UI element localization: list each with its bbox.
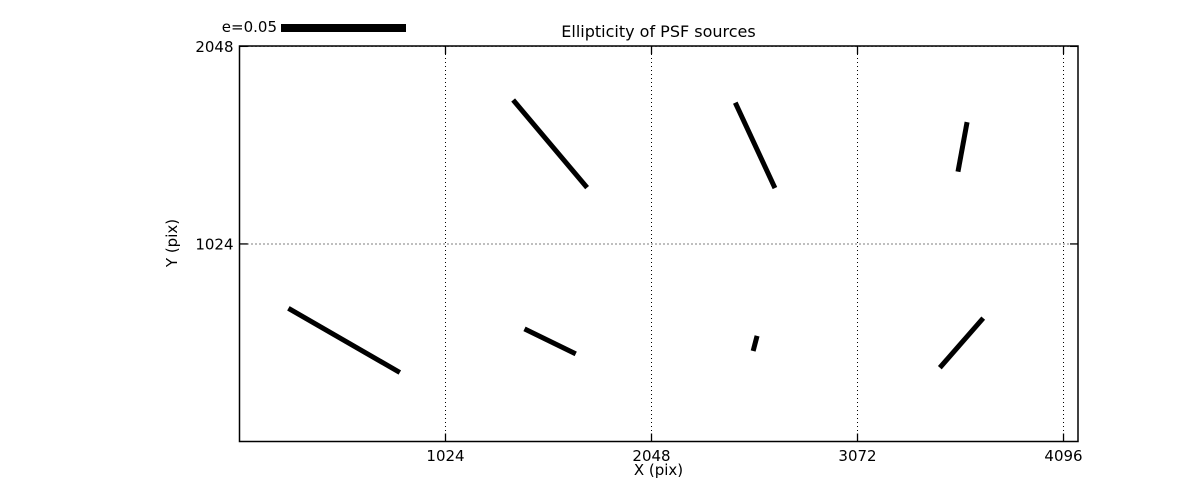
y-tick-label-1024: 1024 [195,235,233,253]
chart-title: Ellipticity of PSF sources [561,22,756,41]
x-axis-label: X (pix) [633,461,684,479]
whisker-1 [511,98,589,190]
whisker-6 [750,335,760,352]
whisker-4 [287,306,402,375]
whisker-5 [523,326,577,357]
whisker-2 [733,101,778,190]
whisker-7 [937,316,986,370]
x-tick-label-3072: 3072 [838,447,876,465]
x-tick-label-1024: 1024 [426,447,464,465]
x-tick-label-2048: 2048 [632,447,670,465]
y-tick-label-2048: 2048 [195,38,233,56]
whisker-3 [955,121,970,173]
legend-label: e=0.05 [221,18,277,36]
y-axis-label: Y (pix) [163,218,181,268]
legend-scale-bar [281,24,406,32]
x-tick-label-4096: 4096 [1044,447,1082,465]
